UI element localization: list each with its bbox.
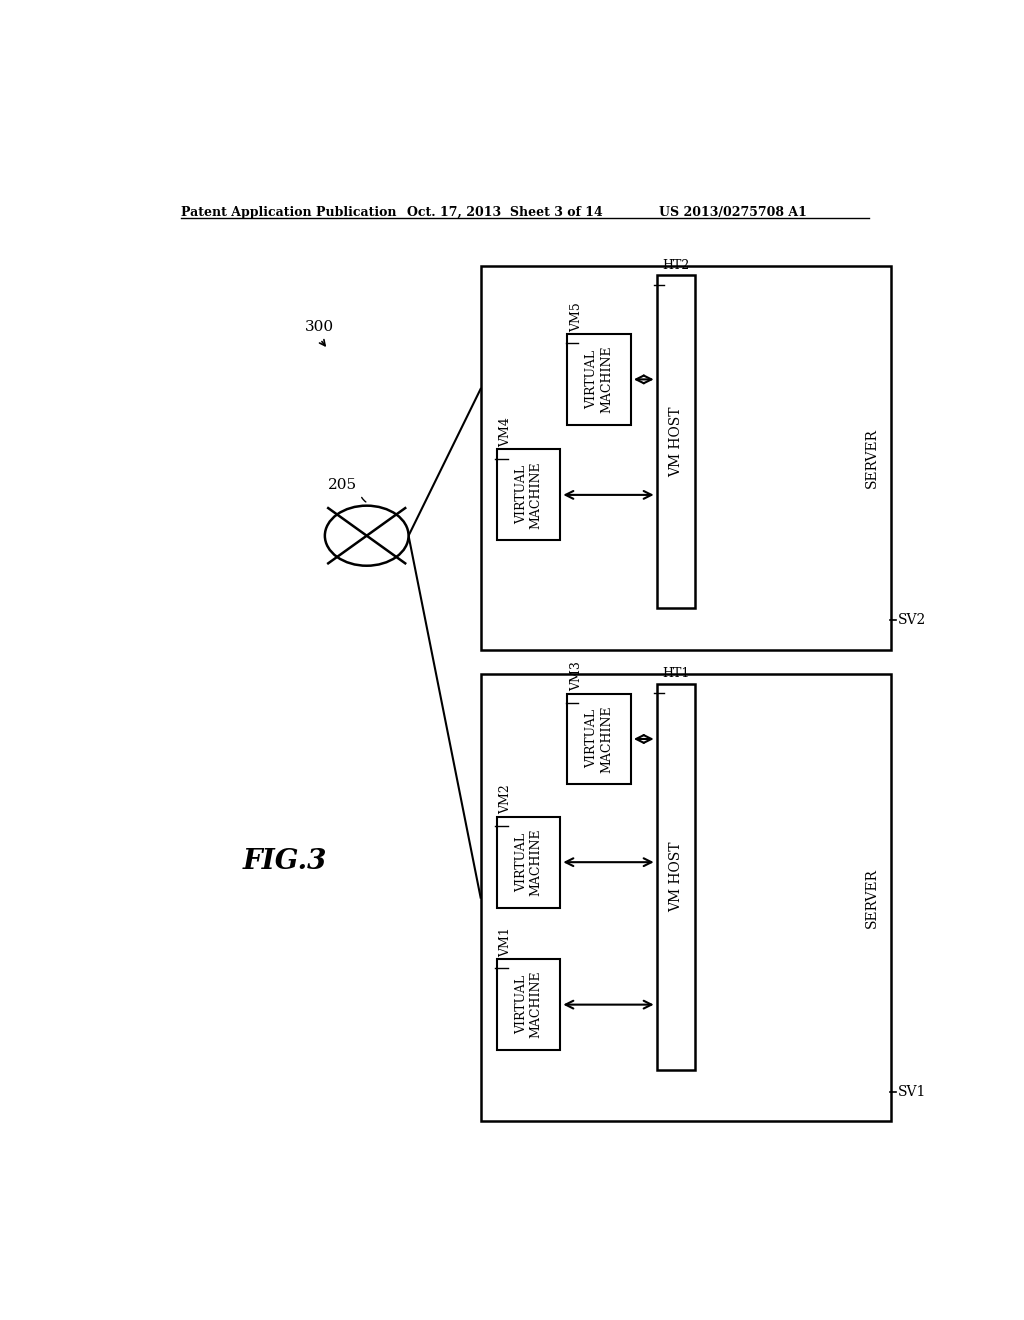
Text: VIRTUAL
MACHINE: VIRTUAL MACHINE <box>585 346 613 413</box>
Text: 300: 300 <box>305 319 334 334</box>
Text: SERVER: SERVER <box>865 428 879 488</box>
Text: SV2: SV2 <box>898 614 926 627</box>
Bar <box>567 693 631 784</box>
Text: VIRTUAL
MACHINE: VIRTUAL MACHINE <box>515 461 543 529</box>
Text: Patent Application Publication: Patent Application Publication <box>180 206 396 219</box>
Text: VM5: VM5 <box>569 302 583 331</box>
Text: VM HOST: VM HOST <box>669 842 683 912</box>
Text: VM3: VM3 <box>569 661 583 692</box>
Text: VIRTUAL
MACHINE: VIRTUAL MACHINE <box>585 705 613 772</box>
Text: Oct. 17, 2013  Sheet 3 of 14: Oct. 17, 2013 Sheet 3 of 14 <box>407 206 603 219</box>
Bar <box>497 817 560 908</box>
Ellipse shape <box>325 506 409 566</box>
Bar <box>656 684 695 1071</box>
Text: VIRTUAL
MACHINE: VIRTUAL MACHINE <box>515 829 543 896</box>
Text: VM HOST: VM HOST <box>669 407 683 477</box>
Bar <box>480 675 891 1121</box>
Text: VM1: VM1 <box>500 927 512 957</box>
Text: VM2: VM2 <box>500 784 512 814</box>
Bar <box>497 960 560 1051</box>
Text: SV1: SV1 <box>898 1085 926 1098</box>
Text: VIRTUAL
MACHINE: VIRTUAL MACHINE <box>515 970 543 1039</box>
Text: SERVER: SERVER <box>865 867 879 928</box>
Text: US 2013/0275708 A1: US 2013/0275708 A1 <box>658 206 807 219</box>
Text: FIG.3: FIG.3 <box>243 847 327 875</box>
Bar <box>497 450 560 540</box>
Text: VM4: VM4 <box>500 417 512 447</box>
Bar <box>567 334 631 425</box>
Bar <box>656 276 695 609</box>
Text: HT1: HT1 <box>663 668 690 681</box>
Text: HT2: HT2 <box>663 259 690 272</box>
Text: 205: 205 <box>329 478 357 492</box>
Bar <box>480 267 891 649</box>
